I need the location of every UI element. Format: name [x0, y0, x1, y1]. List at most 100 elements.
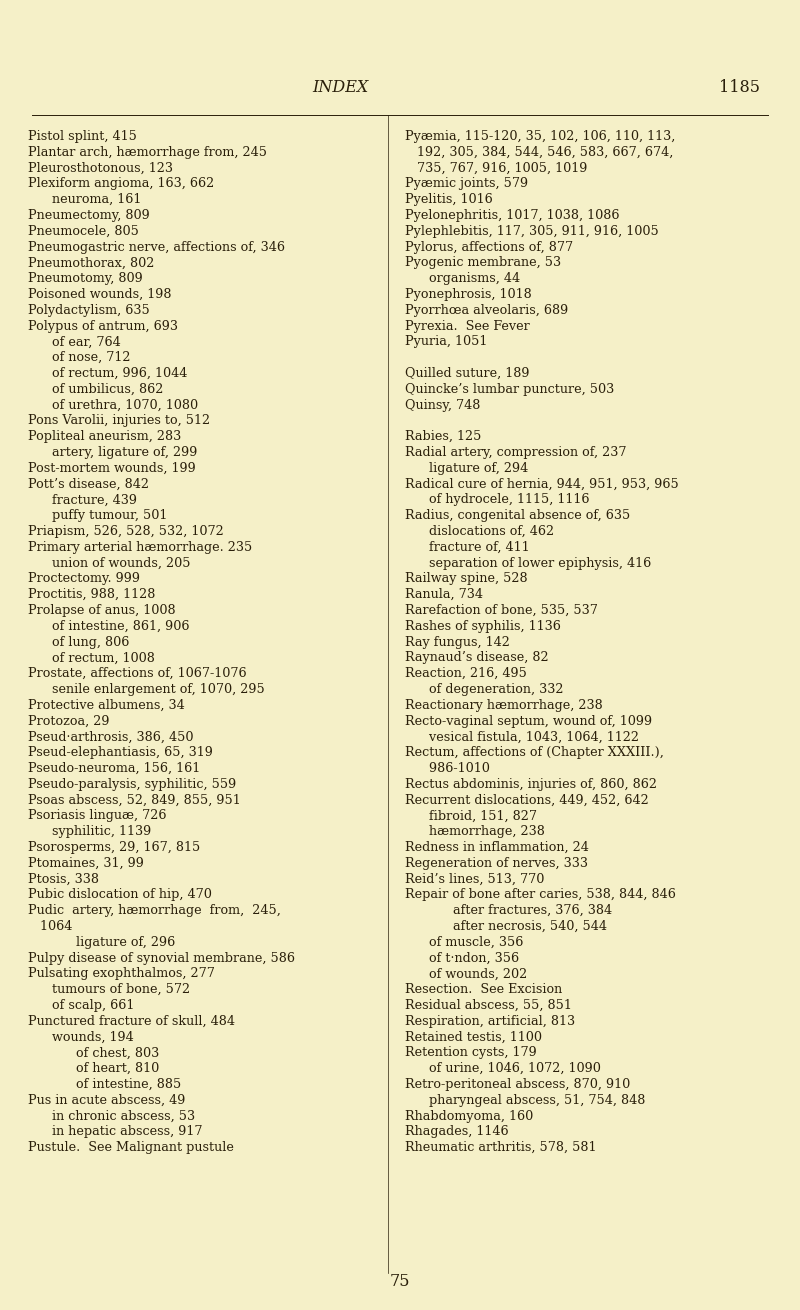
Text: Prostate, affections of, 1067-1076: Prostate, affections of, 1067-1076	[28, 667, 246, 680]
Text: wounds, 194: wounds, 194	[28, 1031, 134, 1044]
Text: of scalp, 661: of scalp, 661	[28, 1000, 134, 1013]
Text: Pylorus, affections of, 877: Pylorus, affections of, 877	[405, 241, 573, 254]
Text: Radical cure of hernia, 944, 951, 953, 965: Radical cure of hernia, 944, 951, 953, 9…	[405, 478, 678, 491]
Text: of intestine, 861, 906: of intestine, 861, 906	[28, 620, 190, 633]
Text: Residual abscess, 55, 851: Residual abscess, 55, 851	[405, 1000, 572, 1013]
Text: syphilitic, 1139: syphilitic, 1139	[28, 825, 151, 838]
Text: puffy tumour, 501: puffy tumour, 501	[28, 510, 167, 523]
Text: in chronic abscess, 53: in chronic abscess, 53	[28, 1110, 195, 1123]
Text: Radial artery, compression of, 237: Radial artery, compression of, 237	[405, 445, 626, 458]
Text: in hepatic abscess, 917: in hepatic abscess, 917	[28, 1125, 202, 1138]
Text: Psoriasis linguæ, 726: Psoriasis linguæ, 726	[28, 810, 166, 823]
Text: Pulpy disease of synovial membrane, 586: Pulpy disease of synovial membrane, 586	[28, 951, 295, 964]
Text: Pneumothorax, 802: Pneumothorax, 802	[28, 257, 154, 270]
Text: 75: 75	[390, 1273, 410, 1290]
Text: Respiration, artificial, 813: Respiration, artificial, 813	[405, 1015, 575, 1028]
Text: pharyngeal abscess, 51, 754, 848: pharyngeal abscess, 51, 754, 848	[405, 1094, 646, 1107]
Text: after fractures, 376, 384: after fractures, 376, 384	[405, 904, 612, 917]
Text: Radius, congenital absence of, 635: Radius, congenital absence of, 635	[405, 510, 630, 523]
Text: Retro-peritoneal abscess, 870, 910: Retro-peritoneal abscess, 870, 910	[405, 1078, 630, 1091]
Text: Pseudo-neuroma, 156, 161: Pseudo-neuroma, 156, 161	[28, 762, 200, 776]
Text: Pneumectomy, 809: Pneumectomy, 809	[28, 210, 150, 221]
Text: ligature of, 294: ligature of, 294	[405, 462, 528, 474]
Text: Pus in acute abscess, 49: Pus in acute abscess, 49	[28, 1094, 186, 1107]
Text: Pneumogastric nerve, affections of, 346: Pneumogastric nerve, affections of, 346	[28, 241, 285, 254]
Text: Psoas abscess, 52, 849, 855, 951: Psoas abscess, 52, 849, 855, 951	[28, 794, 241, 807]
Text: Resection.  See Excision: Resection. See Excision	[405, 984, 562, 996]
Text: Pistol splint, 415: Pistol splint, 415	[28, 130, 137, 143]
Text: Pyelonephritis, 1017, 1038, 1086: Pyelonephritis, 1017, 1038, 1086	[405, 210, 619, 221]
Text: Rhagades, 1146: Rhagades, 1146	[405, 1125, 509, 1138]
Text: Pleurosthotonous, 123: Pleurosthotonous, 123	[28, 161, 173, 174]
Text: Retention cysts, 179: Retention cysts, 179	[405, 1047, 537, 1060]
Text: Pyuria, 1051: Pyuria, 1051	[405, 335, 487, 348]
Text: Railway spine, 528: Railway spine, 528	[405, 572, 528, 586]
Text: Ptosis, 338: Ptosis, 338	[28, 872, 99, 886]
Text: 986-1010: 986-1010	[405, 762, 490, 776]
Text: Pneumotomy, 809: Pneumotomy, 809	[28, 272, 142, 286]
Text: of wounds, 202: of wounds, 202	[405, 967, 527, 980]
Text: Psorosperms, 29, 167, 815: Psorosperms, 29, 167, 815	[28, 841, 200, 854]
Text: of hydrocele, 1115, 1116: of hydrocele, 1115, 1116	[405, 494, 590, 507]
Text: Plexiform angioma, 163, 662: Plexiform angioma, 163, 662	[28, 177, 214, 190]
Text: Repair of bone after caries, 538, 844, 846: Repair of bone after caries, 538, 844, 8…	[405, 888, 676, 901]
Text: Reid’s lines, 513, 770: Reid’s lines, 513, 770	[405, 872, 544, 886]
Text: tumours of bone, 572: tumours of bone, 572	[28, 984, 190, 996]
Text: fracture of, 411: fracture of, 411	[405, 541, 530, 554]
Text: Quilled suture, 189: Quilled suture, 189	[405, 367, 530, 380]
Text: Ray fungus, 142: Ray fungus, 142	[405, 635, 510, 648]
Text: Proctectomy. 999: Proctectomy. 999	[28, 572, 140, 586]
Text: ligature of, 296: ligature of, 296	[28, 935, 175, 948]
Text: Poisoned wounds, 198: Poisoned wounds, 198	[28, 288, 171, 301]
Text: of rectum, 996, 1044: of rectum, 996, 1044	[28, 367, 187, 380]
Text: Redness in inflammation, 24: Redness in inflammation, 24	[405, 841, 589, 854]
Text: of ear, 764: of ear, 764	[28, 335, 121, 348]
Text: Pudic  artery, hæmorrhage  from,  245,: Pudic artery, hæmorrhage from, 245,	[28, 904, 281, 917]
Text: of urethra, 1070, 1080: of urethra, 1070, 1080	[28, 398, 198, 411]
Text: Pyæmia, 115-120, 35, 102, 106, 110, 113,: Pyæmia, 115-120, 35, 102, 106, 110, 113,	[405, 130, 675, 143]
Text: Pyæmic joints, 579: Pyæmic joints, 579	[405, 177, 528, 190]
Text: Pseud·arthrosis, 386, 450: Pseud·arthrosis, 386, 450	[28, 731, 194, 743]
Text: Reactionary hæmorrhage, 238: Reactionary hæmorrhage, 238	[405, 698, 602, 711]
Text: of t·ndon, 356: of t·ndon, 356	[405, 951, 519, 964]
Text: of muscle, 356: of muscle, 356	[405, 935, 523, 948]
Text: Pyorrhœa alveolaris, 689: Pyorrhœa alveolaris, 689	[405, 304, 568, 317]
Text: Pons Varolii, injuries to, 512: Pons Varolii, injuries to, 512	[28, 414, 210, 427]
Text: Rectus abdominis, injuries of, 860, 862: Rectus abdominis, injuries of, 860, 862	[405, 778, 657, 791]
Text: Priapism, 526, 528, 532, 1072: Priapism, 526, 528, 532, 1072	[28, 525, 224, 538]
Text: of nose, 712: of nose, 712	[28, 351, 130, 364]
Text: 192, 305, 384, 544, 546, 583, 667, 674,: 192, 305, 384, 544, 546, 583, 667, 674,	[405, 145, 674, 159]
Text: Regeneration of nerves, 333: Regeneration of nerves, 333	[405, 857, 588, 870]
Text: Rectum, affections of (Chapter XXXIII.),: Rectum, affections of (Chapter XXXIII.),	[405, 747, 664, 760]
Text: Pyrexia.  See Fever: Pyrexia. See Fever	[405, 320, 530, 333]
Text: hæmorrhage, 238: hæmorrhage, 238	[405, 825, 545, 838]
Text: Polydactylism, 635: Polydactylism, 635	[28, 304, 150, 317]
Text: organisms, 44: organisms, 44	[405, 272, 520, 286]
Text: Primary arterial hæmorrhage. 235: Primary arterial hæmorrhage. 235	[28, 541, 252, 554]
Text: artery, ligature of, 299: artery, ligature of, 299	[28, 445, 198, 458]
Text: Protective albumens, 34: Protective albumens, 34	[28, 698, 185, 711]
Text: of degeneration, 332: of degeneration, 332	[405, 683, 563, 696]
Text: Raynaud’s disease, 82: Raynaud’s disease, 82	[405, 651, 549, 664]
Text: Pneumocele, 805: Pneumocele, 805	[28, 225, 139, 238]
Text: of urine, 1046, 1072, 1090: of urine, 1046, 1072, 1090	[405, 1062, 601, 1076]
Text: of rectum, 1008: of rectum, 1008	[28, 651, 155, 664]
Text: Pustule.  See Malignant pustule: Pustule. See Malignant pustule	[28, 1141, 234, 1154]
Text: Rabies, 125: Rabies, 125	[405, 430, 482, 443]
Text: neuroma, 161: neuroma, 161	[28, 193, 142, 206]
Text: Recto-vaginal septum, wound of, 1099: Recto-vaginal septum, wound of, 1099	[405, 714, 652, 727]
Text: INDEX: INDEX	[312, 80, 368, 97]
Text: Retained testis, 1100: Retained testis, 1100	[405, 1031, 542, 1044]
Text: Pyelitis, 1016: Pyelitis, 1016	[405, 193, 493, 206]
Text: fracture, 439: fracture, 439	[28, 494, 137, 507]
Text: fibroid, 151, 827: fibroid, 151, 827	[405, 810, 537, 823]
Text: Recurrent dislocations, 449, 452, 642: Recurrent dislocations, 449, 452, 642	[405, 794, 649, 807]
Text: Pylephlebitis, 117, 305, 911, 916, 1005: Pylephlebitis, 117, 305, 911, 916, 1005	[405, 225, 658, 238]
Text: union of wounds, 205: union of wounds, 205	[28, 557, 190, 570]
Text: Pott’s disease, 842: Pott’s disease, 842	[28, 478, 149, 491]
Text: after necrosis, 540, 544: after necrosis, 540, 544	[405, 920, 607, 933]
Text: of heart, 810: of heart, 810	[28, 1062, 159, 1076]
Text: Pyogenic membrane, 53: Pyogenic membrane, 53	[405, 257, 561, 270]
Text: Pubic dislocation of hip, 470: Pubic dislocation of hip, 470	[28, 888, 212, 901]
Text: Rarefaction of bone, 535, 537: Rarefaction of bone, 535, 537	[405, 604, 598, 617]
